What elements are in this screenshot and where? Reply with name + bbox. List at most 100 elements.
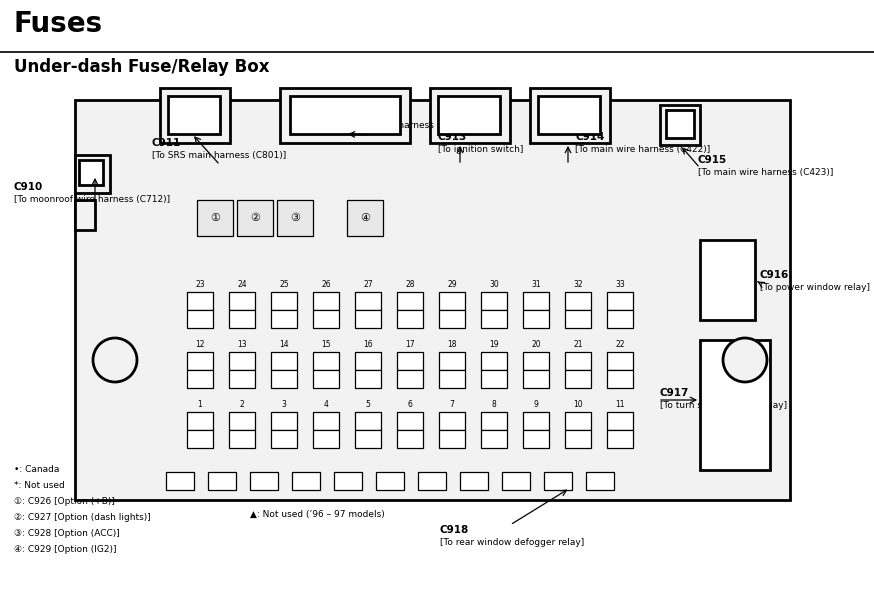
Bar (237, 200, 273, 236)
Text: ②: ② (250, 213, 260, 223)
Bar (586, 472, 614, 490)
Bar (439, 370, 465, 388)
Text: 31: 31 (531, 280, 541, 289)
Bar (166, 472, 194, 490)
Bar (271, 352, 297, 370)
Text: ④: C929 [Option (IG2)]: ④: C929 [Option (IG2)] (14, 545, 116, 554)
Bar (438, 96, 500, 134)
Text: [To ignition switch]: [To ignition switch] (438, 145, 524, 154)
Bar (334, 472, 362, 490)
Bar (355, 412, 381, 430)
Text: 29: 29 (447, 280, 457, 289)
Bar (75, 200, 95, 230)
Bar (187, 310, 213, 328)
Text: [To moonroof wire harness (C712)]: [To moonroof wire harness (C712)] (14, 195, 170, 204)
Bar (347, 200, 383, 236)
Bar (160, 88, 230, 143)
Text: C918: C918 (440, 525, 469, 535)
Circle shape (93, 338, 137, 382)
Bar (544, 472, 572, 490)
Bar (565, 310, 591, 328)
Text: C915: C915 (698, 155, 727, 165)
Bar (79, 160, 103, 185)
Text: 15: 15 (321, 340, 331, 349)
Bar (523, 352, 549, 370)
Bar (397, 292, 423, 310)
Bar (187, 292, 213, 310)
Bar (187, 352, 213, 370)
Bar (229, 370, 255, 388)
Bar (376, 472, 404, 490)
Bar (439, 430, 465, 448)
Text: 19: 19 (489, 340, 499, 349)
Text: 24: 24 (237, 280, 246, 289)
Bar (397, 370, 423, 388)
Bar (290, 96, 400, 134)
Text: ①: C926 [Option (+B)]: ①: C926 [Option (+B)] (14, 497, 114, 506)
Text: Under-dash Fuse/Relay Box: Under-dash Fuse/Relay Box (14, 58, 269, 76)
Text: C916: C916 (760, 270, 789, 280)
Text: 22: 22 (615, 340, 625, 349)
Bar (523, 310, 549, 328)
Bar (565, 412, 591, 430)
Text: 28: 28 (406, 280, 415, 289)
Text: ④: ④ (360, 213, 370, 223)
Bar (565, 352, 591, 370)
Text: [To main wire harness (C423)]: [To main wire harness (C423)] (698, 168, 834, 177)
Text: C912: C912 (310, 108, 339, 118)
Bar (565, 292, 591, 310)
Bar (607, 370, 633, 388)
Bar (481, 310, 507, 328)
Text: 5: 5 (365, 400, 371, 409)
Bar (439, 412, 465, 430)
Bar (280, 88, 410, 143)
Bar (229, 352, 255, 370)
Text: ②: C927 [Option (dash lights)]: ②: C927 [Option (dash lights)] (14, 513, 150, 522)
Bar (313, 370, 339, 388)
Text: 26: 26 (321, 280, 331, 289)
Bar (229, 310, 255, 328)
Bar (666, 110, 694, 138)
Text: ③: C928 [Option (ACC)]: ③: C928 [Option (ACC)] (14, 529, 120, 538)
Text: 12: 12 (195, 340, 205, 349)
Text: 1: 1 (198, 400, 203, 409)
Bar (481, 352, 507, 370)
Bar (460, 472, 488, 490)
Text: 8: 8 (491, 400, 496, 409)
Bar (397, 352, 423, 370)
Bar (355, 310, 381, 328)
Bar (439, 310, 465, 328)
Text: ▲: Not used (’96 – 97 models): ▲: Not used (’96 – 97 models) (250, 510, 385, 519)
Text: 17: 17 (406, 340, 415, 349)
Text: C913: C913 (438, 132, 468, 142)
Text: ①: ① (210, 213, 220, 223)
Text: C914: C914 (575, 132, 605, 142)
Text: [To rear window defogger relay]: [To rear window defogger relay] (440, 538, 584, 547)
Text: 11: 11 (615, 400, 625, 409)
Text: •: Canada: •: Canada (14, 465, 59, 474)
Text: Fuses: Fuses (14, 10, 103, 38)
Text: C911: C911 (152, 138, 181, 148)
Bar (292, 472, 320, 490)
Bar (565, 370, 591, 388)
Circle shape (723, 338, 767, 382)
Text: 32: 32 (573, 280, 583, 289)
Bar (565, 430, 591, 448)
Text: C917: C917 (660, 388, 690, 398)
Text: 7: 7 (449, 400, 454, 409)
Bar (271, 370, 297, 388)
Bar (313, 352, 339, 370)
Bar (538, 96, 600, 134)
Bar (502, 472, 530, 490)
Text: 23: 23 (195, 280, 205, 289)
Bar (523, 430, 549, 448)
Bar (197, 200, 233, 236)
Bar (313, 292, 339, 310)
Bar (168, 96, 220, 134)
Bar (660, 105, 700, 145)
Bar (418, 472, 446, 490)
Bar (439, 352, 465, 370)
Bar (229, 430, 255, 448)
Text: [To SRS main harness (C801)]: [To SRS main harness (C801)] (152, 151, 287, 160)
Bar (481, 430, 507, 448)
